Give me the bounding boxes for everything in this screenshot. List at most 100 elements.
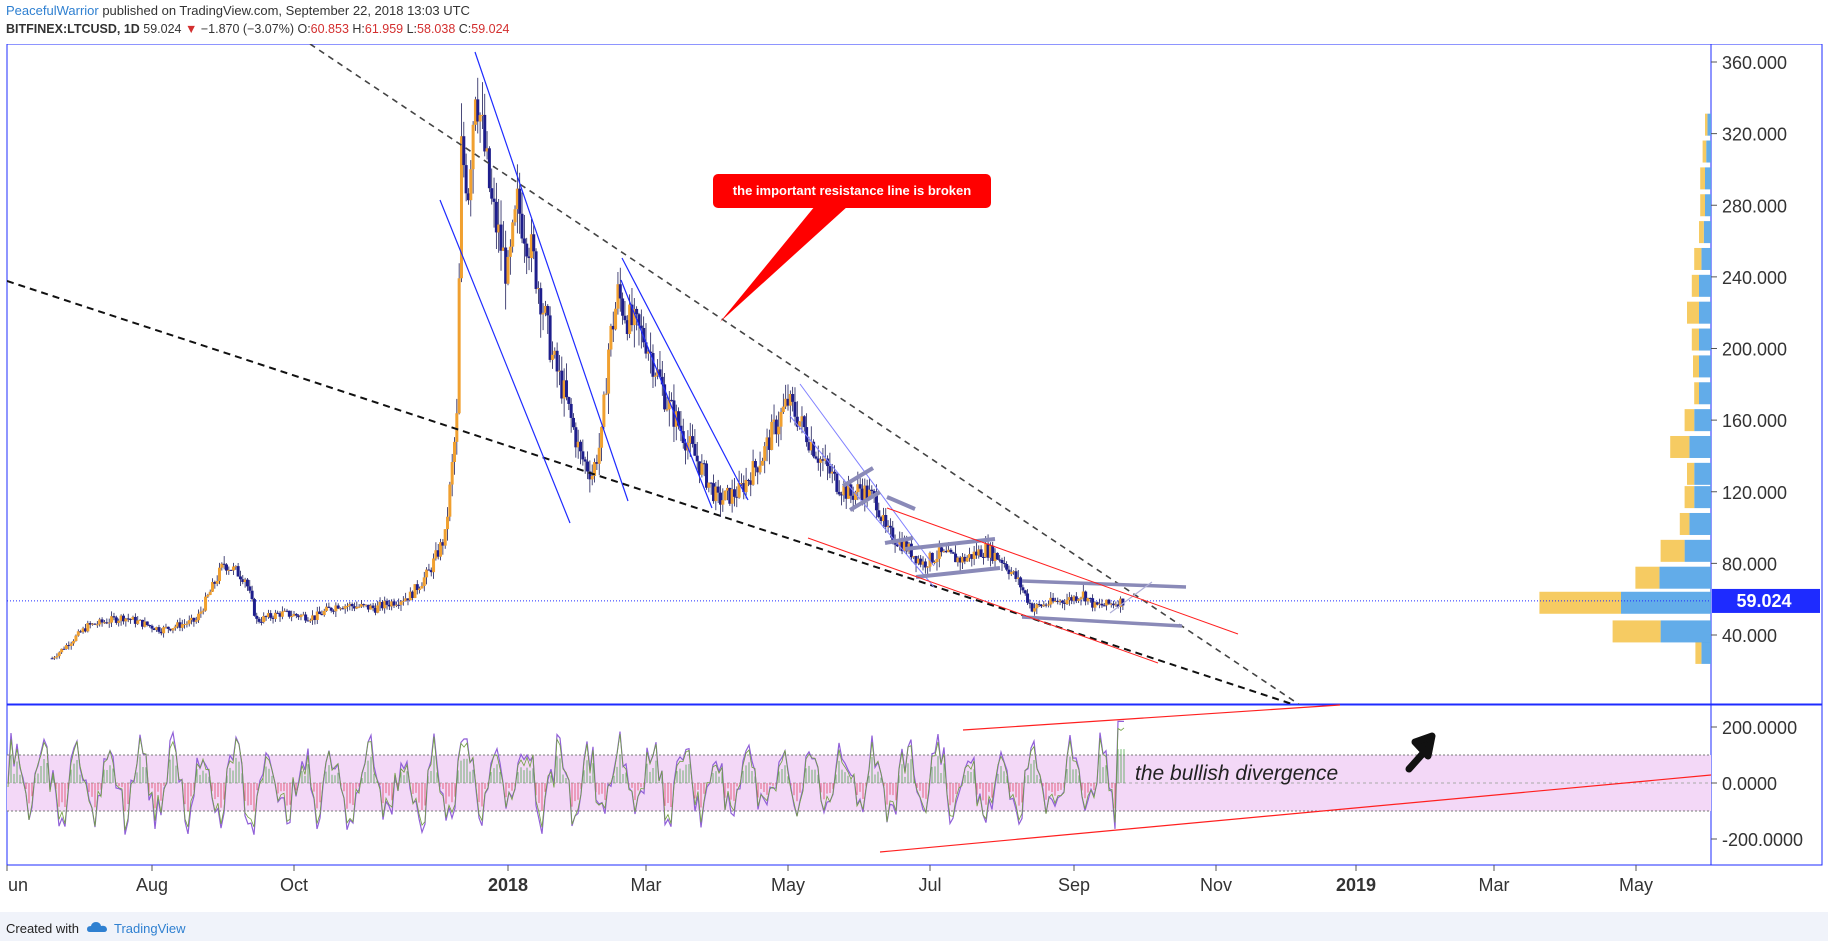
candle-body: [478, 115, 482, 122]
candle-body: [1100, 603, 1104, 606]
candle-body: [571, 417, 575, 428]
time-axis[interactable]: un Aug Oct 2018 Mar May Jul Sep Nov 2019 Mar May: [6, 865, 1653, 895]
candle-body: [951, 552, 955, 554]
candle-body: [974, 551, 978, 556]
volume-profile-up: [1695, 641, 1702, 664]
last-price-tag-box: [1712, 588, 1820, 613]
candle-body: [469, 169, 473, 201]
candle-body: [280, 611, 284, 617]
candle-body: [977, 549, 981, 556]
candle-body: [779, 412, 783, 427]
candle-body: [684, 442, 688, 451]
volume-profile: [1539, 113, 1711, 664]
channel1-upper: [474, 51, 629, 502]
volume-profile-up: [1612, 620, 1661, 643]
candle-body: [1105, 599, 1109, 606]
volume-profile-up: [1687, 301, 1699, 324]
candle-body: [450, 461, 454, 485]
volume-profile-up: [1679, 512, 1690, 535]
volume-profile-down: [1660, 620, 1711, 643]
volume-profile-up: [1635, 566, 1660, 589]
candle-body: [679, 425, 683, 432]
candle-body: [480, 114, 484, 116]
candle-body: [231, 566, 235, 571]
candle-body: [513, 209, 517, 223]
tradingview-link[interactable]: TradingView: [114, 921, 186, 936]
candle-body: [1095, 602, 1099, 605]
candle-body: [411, 591, 415, 598]
candle-body: [180, 624, 184, 628]
candle-body: [1028, 602, 1032, 604]
divergence-label: the bullish divergence: [1135, 762, 1338, 785]
chart-area[interactable]: the important resistance line is broken …: [0, 43, 1828, 912]
candle-body: [923, 561, 927, 568]
candle-body: [607, 349, 611, 394]
candle-body: [243, 579, 247, 583]
candle-body: [110, 616, 114, 623]
candle-body: [860, 488, 864, 501]
author-link[interactable]: PeacefulWarrior: [6, 3, 99, 18]
candle-body: [432, 558, 436, 573]
candle-body: [553, 350, 557, 355]
candle-body: [541, 312, 545, 315]
candle-body: [199, 611, 203, 614]
candle-body: [492, 198, 496, 202]
candle-body: [166, 626, 170, 629]
candle-body: [714, 486, 718, 502]
price-tick-label: 320.000: [1722, 125, 1787, 145]
candle-body: [359, 604, 363, 607]
candle-body: [278, 613, 282, 617]
candle-body: [753, 461, 757, 468]
candle-body: [420, 585, 424, 589]
candle-body: [716, 486, 720, 493]
candle-body: [501, 247, 505, 251]
candle-body: [394, 604, 398, 606]
candle-body: [155, 627, 159, 631]
candle-body: [327, 606, 331, 608]
candle-body: [828, 466, 832, 474]
flag3-lower: [915, 566, 1001, 579]
candle-body: [373, 607, 377, 613]
candle-body: [649, 351, 653, 354]
price-axis[interactable]: 40.000 80.000 120.000 160.000 200.000 240.000…: [1711, 53, 1787, 646]
chart-canvas[interactable]: the important resistance line is broken …: [0, 43, 1828, 912]
candle-body: [954, 553, 958, 563]
candle-body: [651, 353, 655, 377]
candle-body: [399, 601, 403, 605]
resistance-callout[interactable]: the important resistance line is broken: [713, 174, 991, 322]
candle-body: [660, 376, 664, 385]
candle-body: [569, 403, 573, 418]
candle-body: [995, 552, 999, 560]
candle-body: [350, 604, 354, 607]
volume-profile-down: [1701, 247, 1711, 270]
candle-body: [515, 188, 519, 210]
candle-body: [725, 487, 729, 491]
candle-body: [732, 489, 736, 497]
candle-body: [72, 640, 76, 644]
time-tick-label: Mar: [631, 875, 662, 895]
candle-body: [157, 627, 161, 632]
candle-body: [206, 594, 210, 597]
candle-body: [735, 496, 739, 498]
time-tick-label: 2019: [1336, 875, 1376, 895]
candle-body: [173, 626, 177, 629]
candle-body: [185, 623, 189, 625]
candle-body: [611, 325, 615, 330]
candle-body: [145, 621, 149, 625]
candle-body: [392, 601, 396, 606]
flag1-lower: [848, 490, 882, 512]
chart-header: PeacefulWarrior published on TradingView…: [0, 0, 1828, 44]
candle-body: [965, 557, 969, 562]
candle-body: [1000, 560, 1004, 564]
candle-body: [178, 622, 182, 628]
price-tick-label: 40.000: [1722, 626, 1777, 646]
candle-body: [266, 613, 270, 618]
candle-body: [62, 648, 66, 650]
candle-body: [222, 563, 226, 565]
time-tick-label: Aug: [136, 875, 168, 895]
oscillator-axis[interactable]: -200.0000 0.0000 200.0000: [1711, 718, 1803, 850]
candle-body: [981, 556, 985, 558]
volume-profile-down: [1694, 486, 1711, 509]
candle-body: [1016, 577, 1020, 579]
candle-body: [238, 576, 242, 580]
